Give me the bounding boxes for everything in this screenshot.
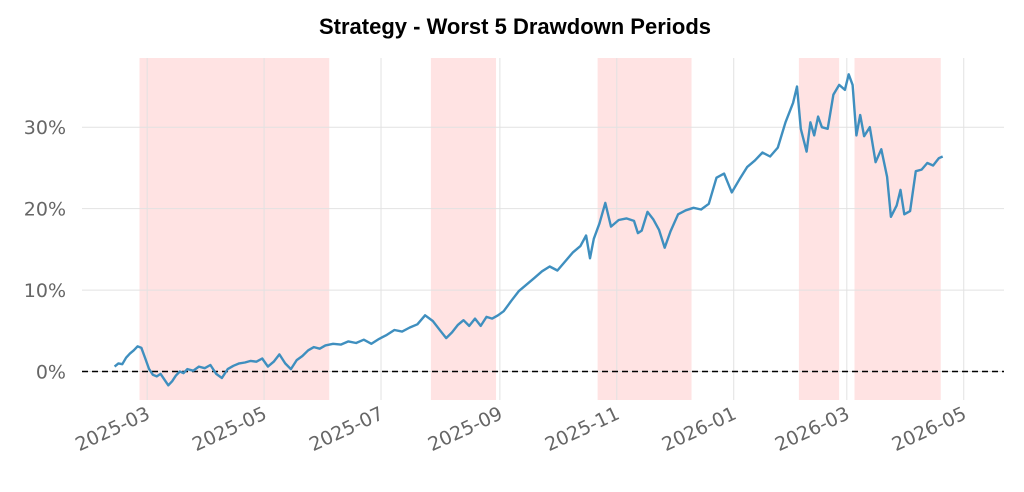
drawdown-period-1 (139, 58, 330, 400)
drawdown-period-4 (798, 58, 840, 400)
x-tick-label: 2026-05 (889, 403, 970, 456)
x-tick-label: 2025-05 (189, 403, 270, 456)
drawdown-period-2 (430, 58, 497, 400)
y-tick-label: 20% (24, 199, 66, 221)
series-line-1 (113, 73, 944, 387)
y-axis-ticks: 0% 10% 20% 30% (24, 117, 66, 383)
x-tick-label: 2026-03 (772, 403, 853, 456)
y-tick-label: 10% (24, 280, 66, 302)
series-group (113, 73, 944, 387)
x-tick-label: 2025-09 (425, 403, 506, 456)
x-tick-label: 2026-01 (659, 403, 740, 456)
drawdown-period-5 (854, 58, 941, 400)
x-tick-label: 2025-11 (542, 403, 623, 456)
x-axis-ticks: 2025-03 2025-05 2025-07 2025-09 2025-11 2026-… (72, 403, 970, 456)
drawdown-period-3 (597, 58, 692, 400)
x-tick-label: 2025-03 (72, 403, 153, 456)
drawdown-shading-group (139, 58, 941, 400)
x-tick-label: 2025-07 (306, 403, 387, 456)
y-tick-label: 30% (24, 117, 66, 139)
chart-title: Strategy - Worst 5 Drawdown Periods (319, 14, 711, 39)
grid-group (82, 58, 1004, 400)
y-tick-label: 0% (36, 362, 66, 384)
